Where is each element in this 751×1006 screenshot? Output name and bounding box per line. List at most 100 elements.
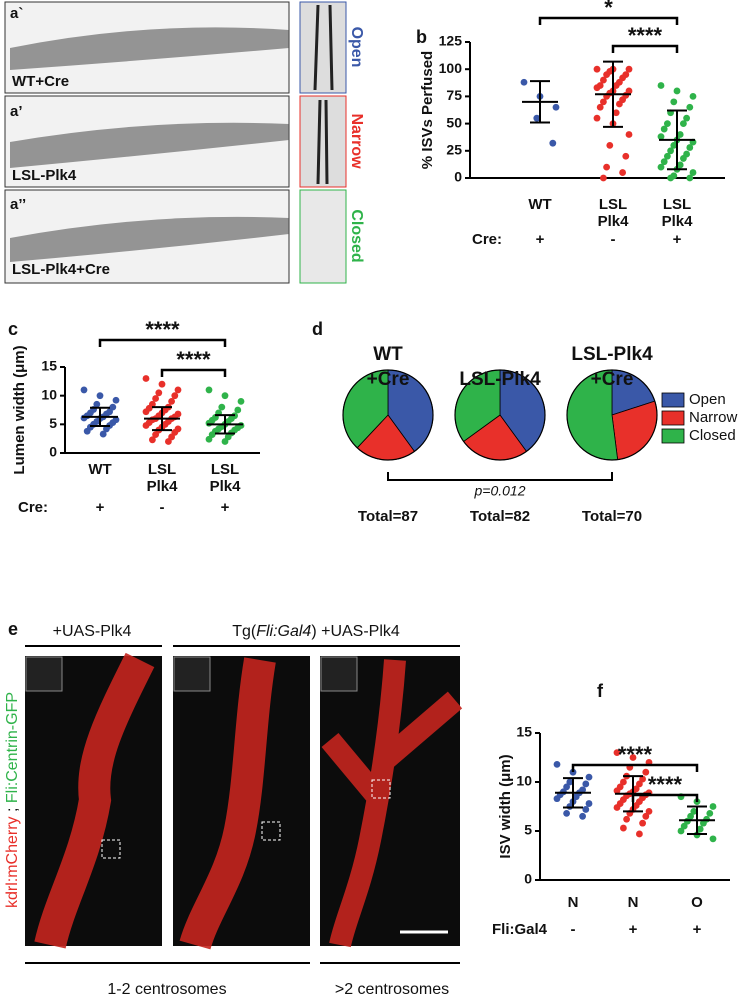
dot — [690, 808, 698, 815]
dot — [152, 431, 160, 439]
dot — [642, 812, 650, 820]
dot — [603, 71, 610, 79]
dot — [603, 163, 610, 171]
x-tick-label: WT — [528, 196, 551, 213]
row-value: + — [96, 499, 105, 516]
dot — [152, 395, 160, 402]
legend-label: Closed — [689, 427, 736, 444]
fish — [10, 27, 289, 70]
panel-label: c — [8, 319, 18, 339]
dot — [582, 806, 590, 813]
dot — [596, 103, 604, 111]
dot — [677, 827, 685, 835]
inset-label: Narrow — [348, 113, 365, 169]
dot — [680, 822, 688, 830]
x-tick-label: LSL — [663, 196, 691, 213]
pie-total: Total=82 — [470, 508, 530, 525]
dot — [569, 768, 577, 776]
x-tick-label: Plk4 — [598, 213, 630, 230]
x-tick-label: WT — [88, 461, 111, 478]
dot — [112, 396, 120, 404]
dot — [585, 773, 593, 781]
dot — [237, 398, 245, 405]
dot — [553, 795, 561, 803]
dot — [700, 819, 707, 827]
dot — [585, 800, 593, 807]
dot — [622, 152, 630, 160]
footer: >2 centrosomes — [335, 981, 449, 998]
y-label: % ISVs Perfused — [419, 51, 436, 169]
p-bracket — [387, 472, 613, 481]
dot — [687, 812, 694, 820]
dot — [612, 109, 620, 117]
panel-label: b — [416, 27, 427, 47]
roi — [371, 779, 391, 799]
y-tick-label: 15 — [516, 724, 532, 740]
dot — [686, 174, 694, 182]
label-part: ; — [4, 803, 21, 816]
dot — [205, 386, 213, 394]
dot — [620, 824, 627, 832]
header-part: ) +UAS-Plk4 — [311, 623, 400, 640]
inset — [25, 656, 63, 692]
pie-title: +Cre — [367, 369, 410, 390]
header: +UAS-Plk4 — [53, 623, 132, 640]
dot — [706, 809, 714, 817]
dot — [657, 163, 665, 171]
dot — [549, 139, 557, 147]
significance-label: * — [604, 0, 613, 20]
y-tick-label: 10 — [516, 773, 532, 789]
dot — [664, 152, 671, 160]
dot — [103, 425, 110, 433]
dot — [686, 103, 694, 111]
y-label: ISV width (μm) — [497, 754, 514, 858]
y-tick-label: 50 — [446, 114, 462, 130]
inset-label: Closed — [348, 209, 365, 262]
x-tick-label: LSL — [599, 196, 627, 213]
y-tick-label: 100 — [439, 60, 463, 76]
y-tick-label: 10 — [41, 386, 57, 402]
dot — [657, 82, 665, 89]
significance-label: **** — [145, 317, 180, 342]
condition: WT+Cre — [12, 73, 69, 90]
dot — [613, 787, 621, 795]
dot — [165, 438, 172, 445]
dot — [205, 435, 213, 443]
dot — [639, 819, 646, 827]
row-value: - — [571, 921, 576, 938]
dot — [645, 808, 653, 815]
dot — [639, 775, 646, 783]
dot — [670, 141, 678, 149]
row-label: Fli:Gal4 — [492, 921, 548, 938]
dot — [616, 100, 623, 108]
panel-label: a’ — [10, 103, 23, 120]
y-tick-label: 0 — [524, 871, 532, 887]
x-tick-label: Plk4 — [210, 478, 242, 495]
inset — [320, 656, 358, 692]
fish — [10, 122, 289, 168]
header-part: Fli:Gal4 — [256, 623, 311, 640]
dot — [593, 65, 601, 73]
dot — [552, 103, 560, 111]
y-tick-label: 125 — [439, 33, 463, 49]
y-tick-label: 25 — [446, 142, 462, 158]
pie-outline — [454, 369, 546, 461]
dot — [600, 174, 607, 182]
row-value: + — [629, 921, 638, 938]
pie-title: +Cre — [591, 369, 634, 390]
legend-swatch — [661, 428, 685, 444]
dot — [606, 141, 614, 149]
x-tick-label: N — [628, 894, 639, 911]
inset — [299, 95, 347, 188]
y-label: Lumen width (μm) — [11, 345, 28, 474]
significance-label: **** — [618, 742, 653, 767]
dot — [629, 754, 637, 761]
inset — [299, 1, 347, 94]
dot — [221, 392, 229, 400]
x-tick-label: LSL — [148, 461, 176, 478]
dot — [689, 93, 697, 100]
dot — [625, 131, 633, 138]
dot — [667, 174, 674, 182]
label-part: Fli:Centrin-GFP — [4, 692, 21, 803]
dot — [221, 438, 229, 445]
